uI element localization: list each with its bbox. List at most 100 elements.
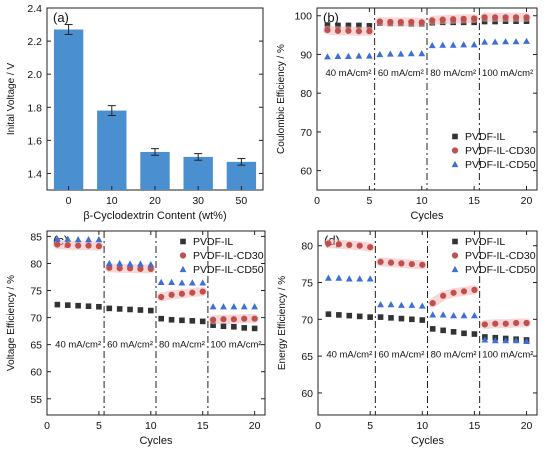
point-pvdf-il-cd30 (450, 16, 457, 23)
current-density-label: 100 mA/cm² (482, 68, 533, 79)
point-pvdf-il-cd30 (85, 242, 92, 249)
x-tick-label: 0 (314, 195, 320, 207)
point-pvdf-il (231, 323, 237, 330)
point-pvdf-il-cd50 (105, 259, 113, 267)
panel-a: (a) 1.4 1.6 1.8 2.0 2.2 2.4 Inital Voltage / V 0… (6, 3, 264, 222)
point-pvdf-il-cd30 (209, 316, 217, 323)
point-pvdf-il (388, 315, 394, 321)
point-pvdf-il-cd50 (523, 337, 530, 344)
y-tick-label: 55 (30, 394, 42, 406)
point-pvdf-il-cd30 (450, 289, 457, 296)
point-pvdf-il-cd50 (240, 303, 248, 310)
bar-0 (53, 29, 84, 190)
legend-label: PVDF-IL-CD50 (193, 264, 264, 276)
legend-marker-pvdf-il-cd50 (451, 160, 459, 168)
point-pvdf-il-cd30 (377, 258, 384, 266)
point-pvdf-il-cd30 (429, 17, 436, 24)
panel-b: (b) 60 70 80 90 100 Coulombic Efficiency / % 0 5… (276, 7, 538, 222)
point-pvdf-il-cd50 (345, 275, 353, 282)
point-pvdf-il-cd30 (397, 18, 404, 26)
current-density-label: 40 mA/cm² (55, 339, 101, 350)
point-pvdf-il (409, 316, 415, 323)
legend-marker-pvdf-il-cd30 (451, 147, 459, 154)
x-tick-label: 30 (192, 195, 204, 207)
point-pvdf-il-cd50 (450, 312, 457, 319)
point-pvdf-il-cd50 (209, 303, 217, 310)
bar-10 (97, 110, 127, 190)
point-pvdf-il-cd30 (54, 241, 61, 248)
current-density-label: 60 mA/cm² (378, 68, 424, 79)
point-pvdf-il-cd50 (387, 301, 395, 308)
point-pvdf-il-cd50 (376, 50, 384, 58)
y-tick-label: 80 (300, 88, 312, 100)
point-pvdf-il-cd50 (147, 260, 155, 268)
point-pvdf-il-cd30 (64, 241, 71, 249)
point-pvdf-il-cd50 (428, 41, 436, 49)
legend-marker-pvdf-il-cd30 (179, 252, 187, 259)
x-tick-label: 5 (96, 420, 102, 432)
point-pvdf-il-cd50 (335, 274, 343, 281)
point-pvdf-il (106, 305, 113, 312)
point-pvdf-il-cd30 (491, 14, 499, 21)
legend-label: PVDF-IL (465, 236, 505, 248)
point-pvdf-il-cd30 (429, 300, 436, 307)
point-pvdf-il-cd30 (408, 18, 415, 26)
current-density-label: 40 mA/cm² (326, 350, 372, 361)
point-pvdf-il-cd30 (387, 259, 395, 266)
point-pvdf-il (251, 325, 258, 332)
x-tick-label: 20 (521, 420, 533, 432)
point-pvdf-il-cd30 (335, 241, 342, 248)
point-pvdf-il-cd50 (523, 37, 530, 44)
point-pvdf-il-cd50 (199, 279, 207, 286)
y-tick-label: 65 (301, 351, 313, 363)
point-pvdf-il-cd50 (324, 53, 331, 60)
point-pvdf-il (398, 315, 405, 322)
legend-marker-pvdf-il-cd50 (451, 265, 459, 273)
point-pvdf-il-cd30 (189, 289, 196, 296)
point-pvdf-il-cd50 (334, 52, 342, 60)
point-pvdf-il-cd50 (178, 279, 186, 286)
bar-30 (183, 156, 213, 190)
current-density-label: 60 mA/cm² (378, 350, 424, 361)
y-tick-label: 2.4 (27, 3, 42, 15)
x-axis-label: Cycles (139, 435, 173, 447)
current-density-label: 80 mA/cm² (431, 350, 477, 361)
current-density-label: 100 mA/cm² (210, 339, 261, 350)
y-tick-label: 1.4 (27, 168, 42, 180)
point-pvdf-il-cd50 (460, 41, 468, 48)
x-tick-label: 15 (468, 195, 480, 207)
point-pvdf-il-cd30 (325, 240, 332, 247)
x-tick-label: 20 (149, 195, 161, 207)
point-pvdf-il-cd50 (137, 260, 144, 267)
legend-label: PVDF-IL-CD30 (465, 145, 536, 157)
point-pvdf-il-cd30 (116, 265, 123, 272)
point-pvdf-il (210, 322, 216, 328)
point-pvdf-il-cd50 (418, 302, 426, 309)
point-pvdf-il-cd50 (398, 301, 405, 308)
point-pvdf-il (346, 312, 353, 319)
point-pvdf-il-cd50 (512, 38, 520, 45)
point-pvdf-il (366, 23, 373, 29)
y-tick-label: 75 (30, 286, 42, 298)
point-pvdf-il-cd30 (387, 18, 394, 26)
x-axis-label: β-Cyclodextrin Content (wt%) (83, 210, 226, 222)
point-pvdf-il (377, 314, 384, 320)
point-pvdf-il (335, 22, 341, 29)
point-pvdf-il (199, 318, 206, 325)
point-pvdf-il (471, 331, 478, 337)
point-pvdf-il-cd50 (188, 279, 196, 286)
point-pvdf-il (419, 317, 426, 323)
y-tick-label: 1.8 (27, 102, 42, 114)
point-pvdf-il-cd30 (481, 14, 488, 21)
point-pvdf-il-cd30 (523, 319, 530, 327)
x-tick-label: 5 (366, 195, 372, 207)
legend-label: PVDF-IL-CD50 (465, 159, 536, 171)
point-pvdf-il-cd30 (147, 265, 154, 272)
x-tick-label: 10 (416, 420, 428, 432)
point-pvdf-il-cd50 (418, 50, 426, 57)
legend-label: PVDF-IL (465, 131, 505, 143)
y-tick-label: 2.0 (27, 69, 42, 81)
current-density-label: 60 mA/cm² (107, 339, 153, 350)
point-pvdf-il (116, 306, 123, 312)
point-pvdf-il-cd50 (356, 275, 364, 282)
